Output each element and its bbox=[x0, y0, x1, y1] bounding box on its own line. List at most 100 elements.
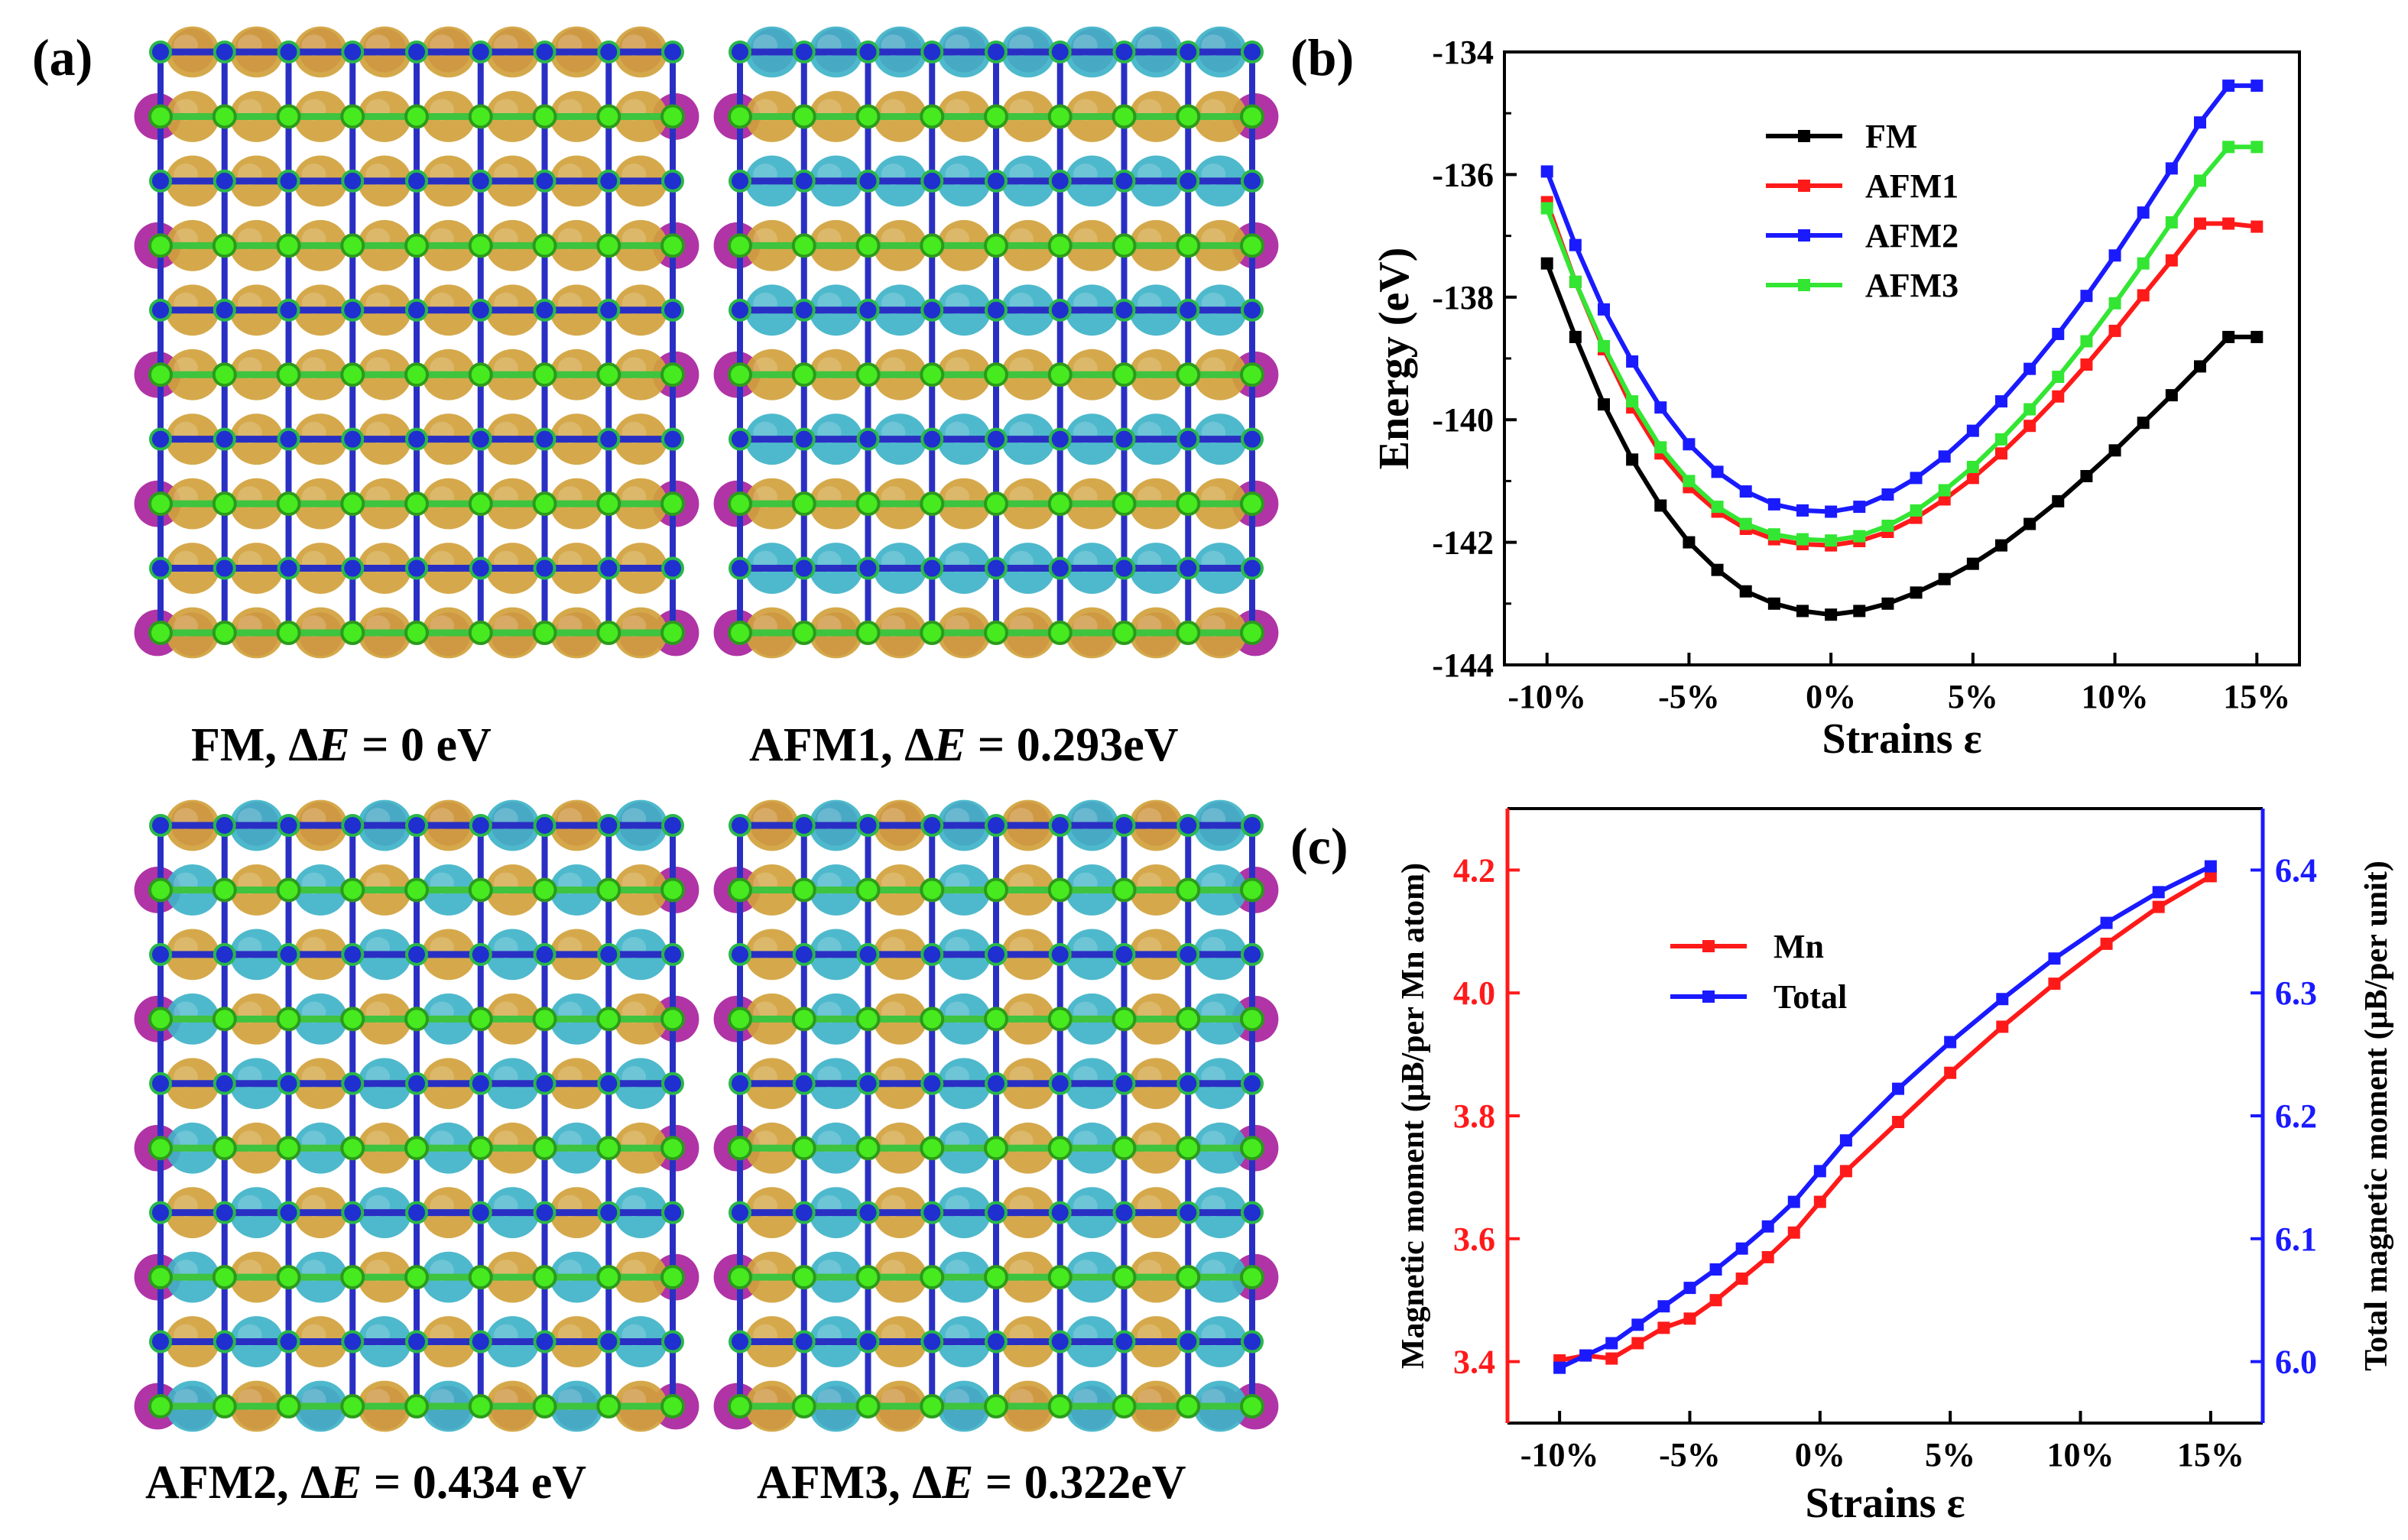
green-atom bbox=[1112, 362, 1137, 387]
blue-atom bbox=[213, 942, 236, 966]
panel-c: (c) -10% -5% 0% 5% 10% 15% 3.4 3.6 3.8 4.0 4.2 6.0 6… bbox=[1290, 807, 2394, 1527]
green-atom bbox=[791, 877, 816, 903]
blue-atom bbox=[1176, 556, 1200, 580]
x-axis-label: Strains ε bbox=[1822, 715, 1981, 763]
blue-atom bbox=[920, 1330, 944, 1354]
blue-atom bbox=[213, 556, 236, 580]
green-atom bbox=[212, 491, 237, 517]
point-afm3 bbox=[1767, 528, 1780, 541]
green-atom bbox=[212, 362, 237, 387]
blue-atom bbox=[533, 814, 557, 837]
point-mn bbox=[1892, 1116, 1905, 1129]
blue-atom bbox=[341, 1201, 365, 1224]
blue-atom bbox=[597, 814, 621, 837]
point-afm3 bbox=[1540, 202, 1553, 215]
point-afm3 bbox=[2137, 257, 2150, 270]
green-atom bbox=[984, 491, 1008, 517]
blue-atom bbox=[341, 556, 365, 580]
green-atom bbox=[596, 362, 621, 387]
green-atom bbox=[1240, 491, 1264, 517]
blue-atom bbox=[405, 1201, 428, 1224]
green-atom bbox=[1176, 1007, 1201, 1032]
green-atom bbox=[468, 1394, 493, 1418]
green-atom bbox=[920, 1265, 945, 1290]
x-tick-label: -5% bbox=[1658, 678, 1720, 715]
energy-chart: -10% -5% 0% 5% 10% 15% -144 -142 -140 -138 -136 -13… bbox=[1371, 34, 2301, 763]
point-afm2 bbox=[1767, 498, 1780, 511]
green-atom bbox=[212, 104, 237, 129]
green-atom bbox=[1176, 362, 1201, 387]
blue-atom bbox=[213, 1201, 236, 1224]
blue-atom bbox=[213, 169, 236, 193]
x-tick-label: 0% bbox=[1806, 678, 1856, 715]
y-tick-label: -138 bbox=[1432, 279, 1494, 316]
y-right-tick-label: 6.1 bbox=[2275, 1221, 2317, 1258]
blue-atom bbox=[469, 41, 492, 63]
green-atom bbox=[532, 104, 557, 129]
green-atom bbox=[212, 1394, 237, 1418]
green-atom bbox=[1240, 1136, 1264, 1161]
point-fm bbox=[1767, 597, 1780, 610]
caption-value: = 0.434 eV bbox=[362, 1457, 586, 1509]
blue-atom bbox=[1241, 169, 1264, 193]
point-afm2 bbox=[1739, 485, 1752, 498]
blue-atom bbox=[469, 298, 492, 322]
legend-label-afm1: AFM1 bbox=[1865, 167, 1959, 205]
blue-atom bbox=[729, 556, 751, 580]
blue-atom bbox=[597, 942, 621, 966]
green-atom bbox=[340, 362, 365, 387]
caption-3: AFM2, ΔE = 0.434 eV bbox=[145, 1457, 586, 1509]
green-atom bbox=[404, 362, 429, 387]
point-fm bbox=[1995, 539, 2007, 552]
blue-atom bbox=[920, 942, 944, 966]
green-atom bbox=[1047, 1265, 1073, 1290]
blue-atom bbox=[985, 41, 1008, 63]
green-atom bbox=[596, 491, 621, 517]
green-atom bbox=[920, 233, 945, 258]
green-atom bbox=[984, 877, 1008, 903]
green-atom bbox=[1176, 621, 1201, 645]
blue-atom bbox=[277, 41, 300, 63]
point-mn bbox=[1631, 1337, 1644, 1350]
point-afm2 bbox=[1626, 355, 1639, 368]
blue-atom bbox=[856, 814, 880, 837]
blue-atom bbox=[1176, 1201, 1200, 1224]
blue-atom bbox=[277, 814, 300, 837]
green-atom bbox=[212, 233, 237, 258]
point-mn bbox=[1683, 1312, 1696, 1325]
point-afm3 bbox=[2052, 371, 2065, 384]
green-atom bbox=[728, 877, 752, 903]
y-right-tick-label: 6.4 bbox=[2275, 851, 2317, 889]
caption-prefix: FM, Δ bbox=[191, 719, 318, 771]
y-tick-label: -142 bbox=[1432, 524, 1494, 562]
y-right-tick-label: 6.2 bbox=[2275, 1097, 2317, 1135]
green-atom bbox=[148, 1136, 173, 1161]
point-total bbox=[1813, 1165, 1826, 1178]
point-afm2 bbox=[1995, 395, 2007, 408]
green-atom bbox=[276, 621, 301, 645]
blue-atom bbox=[729, 814, 751, 837]
blue-atom bbox=[1241, 1330, 1264, 1354]
blue-atom bbox=[1112, 427, 1136, 451]
blue-atom bbox=[661, 942, 684, 966]
blue-atom bbox=[1112, 298, 1136, 322]
green-atom bbox=[148, 1265, 173, 1290]
point-fm bbox=[1825, 608, 1838, 621]
panel-b: (b) -10% -5% 0% 5% 10% 15% -144 -142 -140 -138 -13… bbox=[1290, 28, 2301, 763]
blue-atom bbox=[920, 41, 944, 63]
green-atom bbox=[791, 1136, 816, 1161]
blue-atom bbox=[792, 814, 816, 837]
green-atom bbox=[1240, 877, 1264, 903]
blue-atom bbox=[1048, 814, 1072, 837]
green-atom bbox=[728, 1394, 752, 1418]
blue-atom bbox=[661, 298, 684, 322]
blue-atom bbox=[985, 1330, 1008, 1354]
blue-atom bbox=[597, 1072, 621, 1095]
blue-atom bbox=[1176, 814, 1200, 837]
green-atom bbox=[148, 362, 173, 387]
point-afm3 bbox=[1711, 501, 1724, 514]
green-atom bbox=[728, 1136, 752, 1161]
blue-atom bbox=[792, 169, 816, 193]
green-atom bbox=[728, 621, 752, 645]
y-left-tick-label: 3.8 bbox=[1453, 1097, 1495, 1135]
